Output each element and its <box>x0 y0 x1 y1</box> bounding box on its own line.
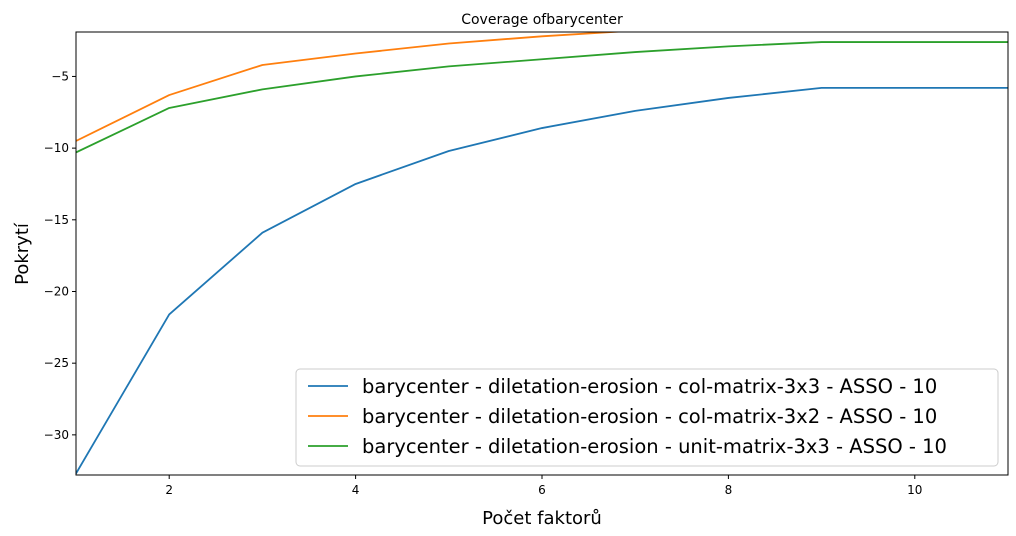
series-line-3 <box>76 41 1008 154</box>
x-tick-label: 10 <box>907 483 922 497</box>
y-tick-label: −15 <box>44 213 69 227</box>
x-tick-label: 6 <box>538 483 546 497</box>
x-tick-label: 2 <box>165 483 173 497</box>
x-tick-label: 8 <box>725 483 733 497</box>
y-axis-ticks: −5 −10 −15 −20 −25 −30 <box>44 69 76 442</box>
x-axis-ticks: 2 4 6 8 10 <box>165 475 922 497</box>
legend-label-2: barycenter - diletation-erosion - col-ma… <box>362 405 937 428</box>
legend-label-3: barycenter - diletation-erosion - unit-m… <box>362 435 947 458</box>
legend-label-1: barycenter - diletation-erosion - col-ma… <box>362 375 937 398</box>
chart-title: Coverage ofbarycenter <box>461 12 623 28</box>
series-group <box>76 32 1008 475</box>
x-axis-label: Počet faktorů <box>482 508 602 529</box>
y-tick-label: −5 <box>51 69 69 83</box>
legend-box <box>295 368 999 467</box>
y-axis-label: Pokrytí <box>12 222 33 285</box>
legend: barycenter - diletation-erosion - col-ma… <box>295 368 999 467</box>
y-tick-label: −25 <box>44 356 69 370</box>
y-tick-label: −10 <box>44 141 69 155</box>
series-line-2 <box>76 32 627 142</box>
x-tick-label: 4 <box>352 483 360 497</box>
y-tick-label: −30 <box>44 428 69 442</box>
plot-frame <box>75 31 1009 476</box>
y-tick-label: −20 <box>44 284 69 298</box>
series-line-1 <box>76 87 1008 475</box>
